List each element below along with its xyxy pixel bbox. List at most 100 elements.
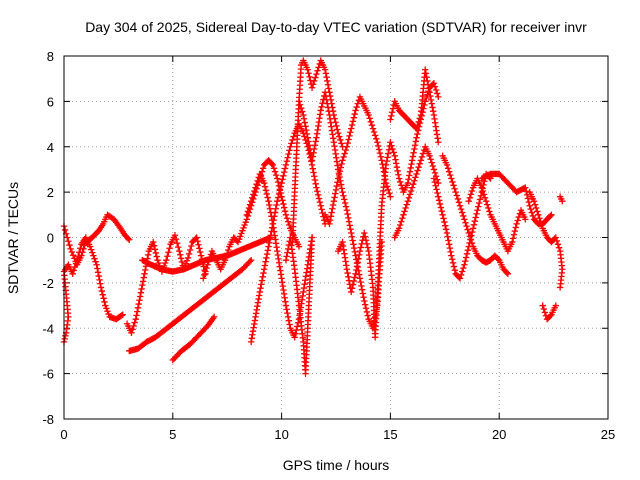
data-point [137, 289, 145, 296]
data-point [245, 204, 253, 212]
data-point [304, 134, 311, 141]
data-point [457, 205, 465, 213]
y-tick-label: 6 [47, 94, 54, 109]
data-point [410, 149, 417, 156]
data-point [272, 205, 279, 212]
data-point [531, 201, 539, 208]
data-point [338, 160, 345, 168]
data-point [384, 154, 391, 161]
data-point [101, 298, 108, 306]
data-point [466, 194, 474, 201]
data-point [431, 83, 439, 90]
data-point [281, 168, 288, 176]
series-t5 [169, 313, 218, 364]
data-point [424, 81, 432, 88]
data-point [429, 108, 437, 115]
data-point [297, 104, 305, 112]
data-point [324, 100, 331, 107]
data-point [259, 273, 266, 281]
x-tick-label: 25 [601, 427, 615, 442]
data-point [94, 269, 102, 276]
data-point [354, 259, 361, 266]
data-point [299, 108, 306, 115]
data-point [118, 312, 125, 319]
data-point [408, 157, 416, 164]
data-point [468, 239, 476, 247]
data-point [178, 258, 186, 266]
data-point [260, 269, 267, 277]
data-point [356, 247, 364, 255]
data-point [445, 168, 453, 175]
data-point [329, 205, 336, 212]
data-point [153, 253, 160, 260]
data-point [309, 153, 316, 160]
data-point [316, 198, 324, 206]
data-point [308, 157, 316, 164]
data-point [325, 85, 332, 92]
data-point [359, 290, 367, 297]
data-point [91, 255, 98, 262]
data-point [73, 256, 81, 264]
data-point [453, 192, 460, 199]
data-point [408, 160, 415, 168]
data-point [234, 238, 242, 246]
data-point [511, 227, 519, 235]
data-point [254, 177, 261, 184]
data-point [352, 252, 359, 259]
plot-area [60, 57, 566, 377]
data-point [250, 191, 257, 198]
data-point [389, 145, 396, 153]
data-point [258, 281, 265, 288]
data-point [270, 165, 278, 172]
data-point [350, 244, 358, 252]
data-point [136, 297, 143, 304]
data-point [332, 190, 339, 197]
data-point [197, 252, 205, 259]
data-point [185, 250, 193, 258]
data-point [552, 234, 559, 241]
data-point [436, 200, 444, 208]
data-point [335, 171, 343, 179]
data-point [396, 221, 404, 229]
data-point [256, 288, 264, 296]
data-point [405, 194, 413, 201]
data-point [400, 211, 407, 219]
data-point [527, 205, 534, 213]
data-point [480, 191, 488, 198]
data-point [416, 160, 423, 167]
data-point [61, 335, 68, 343]
data-point [294, 323, 301, 330]
data-point [547, 212, 554, 220]
data-point [363, 308, 371, 316]
data-point [356, 271, 363, 278]
data-point [332, 186, 340, 194]
data-point [296, 101, 304, 108]
data-point [294, 319, 302, 327]
data-point [369, 125, 377, 132]
data-point [424, 77, 431, 85]
y-axis-label: SDTVAR / TECUs [5, 182, 21, 294]
data-point [378, 157, 385, 164]
data-point [411, 142, 419, 149]
data-point [269, 161, 277, 169]
data-point [354, 100, 361, 107]
data-point [348, 233, 356, 240]
data-point [538, 221, 545, 229]
data-point [244, 208, 252, 215]
data-point [477, 192, 485, 199]
data-point [103, 305, 110, 312]
data-point [287, 143, 294, 150]
data-point [435, 93, 442, 101]
data-point [340, 192, 347, 199]
data-point [274, 198, 281, 205]
data-point [444, 233, 451, 240]
series-t4 [126, 256, 255, 355]
data-point [393, 163, 401, 171]
data-point [426, 152, 433, 160]
data-point [315, 195, 323, 202]
data-point [454, 195, 462, 203]
data-point [460, 264, 467, 272]
data-point [509, 235, 517, 242]
data-point [525, 198, 532, 206]
